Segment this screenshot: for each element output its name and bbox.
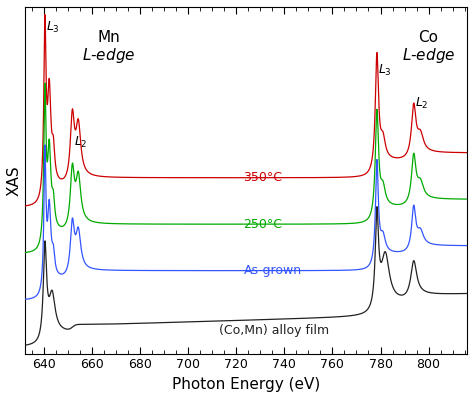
Text: 250°C: 250°C: [244, 218, 283, 231]
Y-axis label: XAS: XAS: [7, 165, 22, 196]
Text: (Co,Mn) alloy film: (Co,Mn) alloy film: [219, 324, 329, 337]
Text: 350°C: 350°C: [244, 171, 283, 184]
X-axis label: Photon Energy (eV): Photon Energy (eV): [172, 377, 320, 392]
Text: Mn: Mn: [98, 30, 120, 45]
Text: $L_2$: $L_2$: [74, 135, 88, 150]
Text: Co: Co: [419, 30, 438, 45]
Text: $L_2$: $L_2$: [415, 96, 428, 111]
Text: $L$-edge: $L$-edge: [402, 46, 456, 65]
Text: $L_3$: $L_3$: [378, 63, 392, 78]
Text: As-grown: As-grown: [244, 264, 301, 277]
Text: $L_3$: $L_3$: [46, 20, 60, 35]
Text: $L$-edge: $L$-edge: [82, 46, 136, 65]
